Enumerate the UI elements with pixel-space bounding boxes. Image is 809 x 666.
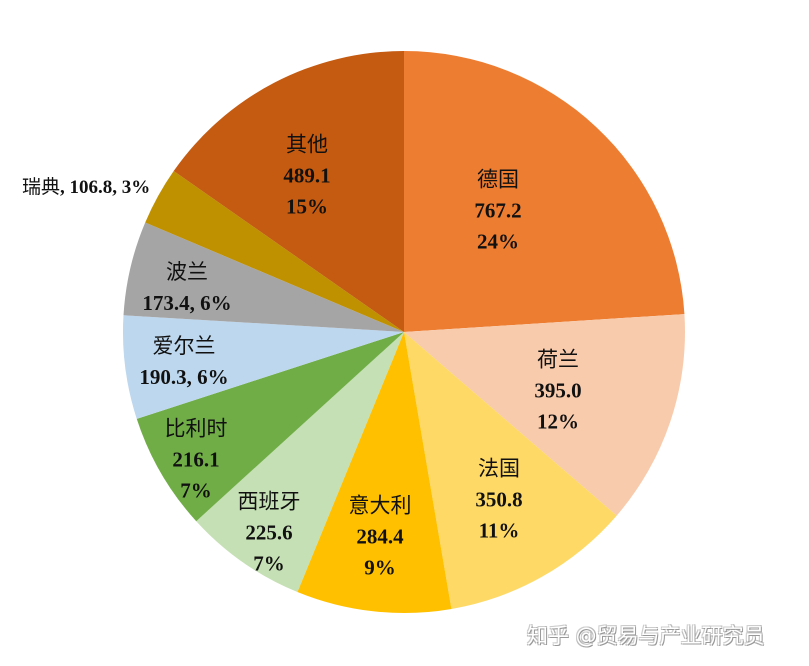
label-value: 225.6: [245, 520, 293, 545]
label-name: 瑞典: [22, 177, 61, 198]
label-italy: 意大利 284.4 9%: [349, 491, 412, 584]
label-other: 其他 489.1 15%: [283, 130, 330, 223]
label-belgium: 比利时 216.1 7%: [165, 414, 228, 507]
label-value: 173.4, 6%: [142, 291, 232, 315]
pie-slice: [196, 332, 404, 593]
pie-slice: [297, 332, 452, 614]
label-percent: 15%: [286, 194, 328, 219]
label-sweden: 瑞典, 106.8, 3%: [22, 172, 150, 199]
pie-slice: [122, 315, 404, 419]
label-netherlands: 荷兰 395.0 12%: [534, 345, 581, 438]
label-value: , 106.8, 3%: [60, 177, 151, 198]
label-value: 395.0: [534, 378, 582, 403]
label-name: 德国: [477, 167, 519, 192]
label-ireland: 爱尔兰 190.3, 6%: [139, 331, 228, 393]
label-value: 489.1: [283, 163, 331, 188]
label-name: 法国: [478, 456, 520, 481]
label-name: 比利时: [164, 416, 228, 441]
label-name: 波兰: [166, 260, 208, 284]
watermark: 知乎 @贸易与产业研究员: [527, 624, 765, 648]
label-france: 法国 350.8 11%: [475, 454, 522, 547]
label-name: 其他: [286, 132, 328, 157]
label-percent: 7%: [253, 551, 285, 576]
label-value: 284.4: [356, 524, 404, 549]
pie-slice: [145, 171, 404, 332]
label-percent: 7%: [180, 478, 212, 503]
label-name: 意大利: [348, 493, 412, 518]
label-percent: 11%: [478, 518, 520, 543]
label-percent: 24%: [477, 229, 519, 254]
label-name: 爱尔兰: [152, 334, 216, 358]
pie-slice: [404, 51, 685, 332]
pie-slice: [123, 222, 404, 332]
label-value: 190.3, 6%: [139, 365, 229, 389]
label-germany: 德国 767.2 24%: [474, 165, 521, 258]
label-value: 767.2: [474, 198, 522, 223]
label-percent: 9%: [364, 555, 396, 580]
pie-slice: [173, 51, 404, 332]
pie-slice: [136, 332, 405, 522]
label-value: 350.8: [475, 487, 523, 512]
label-name: 荷兰: [537, 347, 579, 372]
label-poland: 波兰 173.4, 6%: [142, 257, 231, 319]
pie-slice: [404, 332, 617, 609]
pie-slice: [404, 314, 685, 516]
label-name: 西班牙: [237, 489, 301, 514]
label-value: 216.1: [172, 447, 220, 472]
label-spain: 西班牙 225.6 7%: [238, 487, 301, 580]
label-percent: 12%: [537, 409, 579, 434]
